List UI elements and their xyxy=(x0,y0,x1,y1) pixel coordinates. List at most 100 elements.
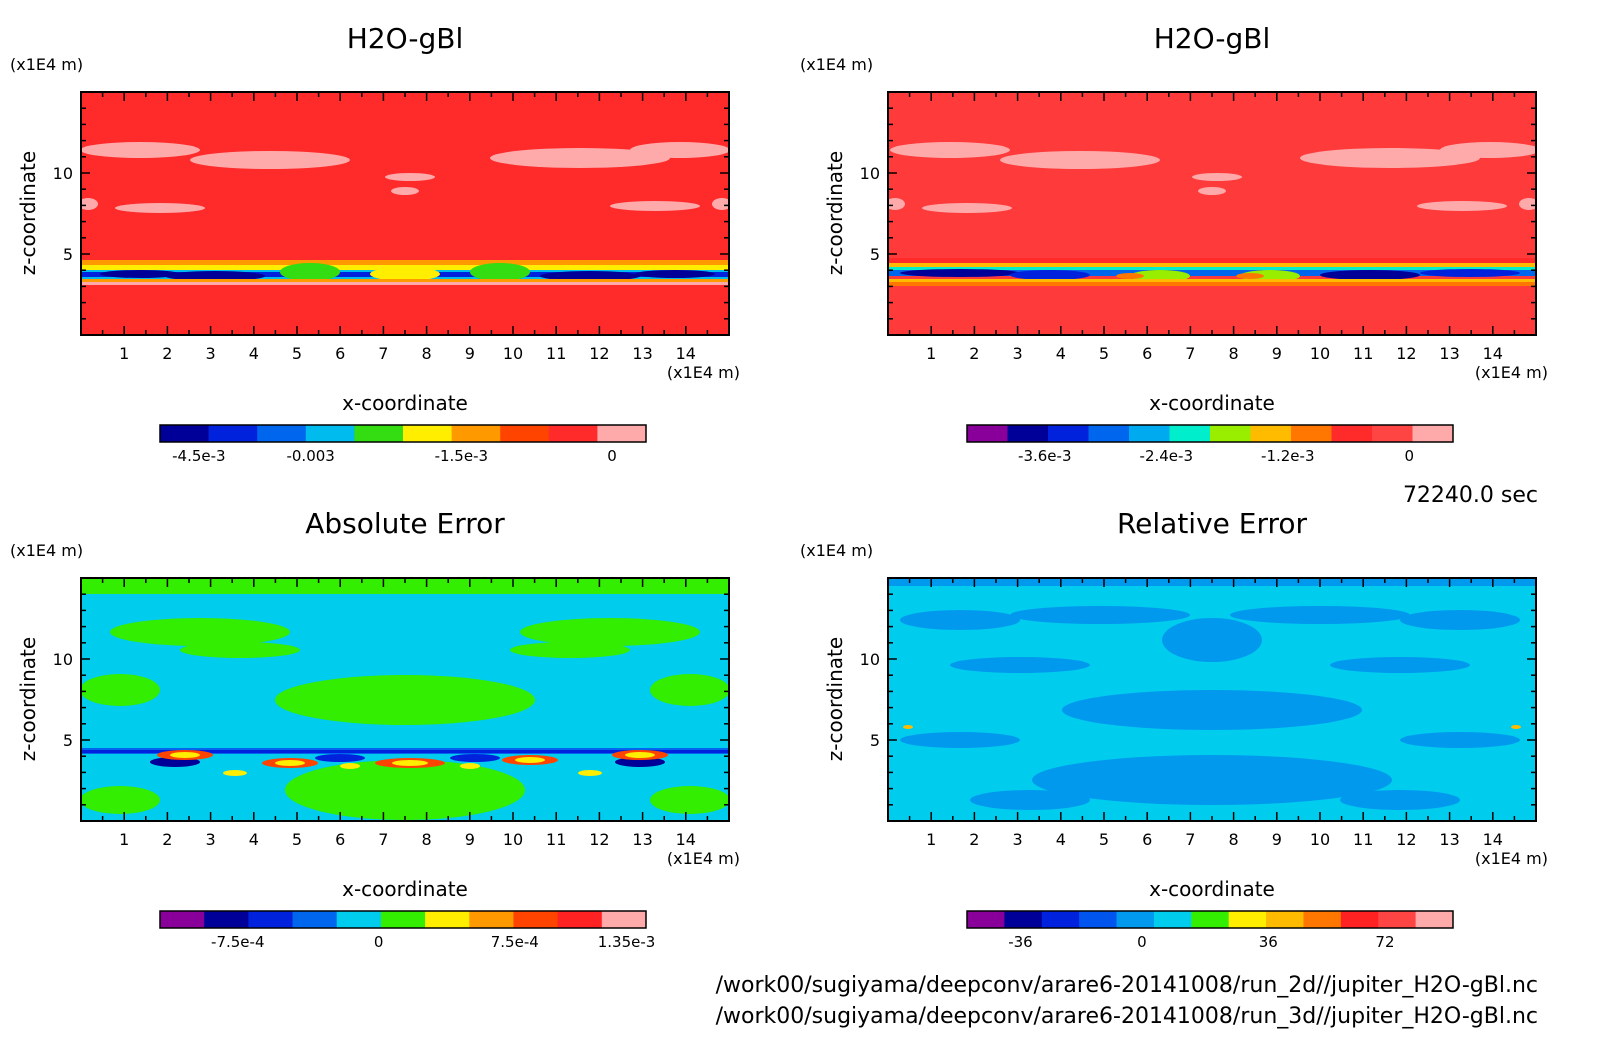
panel-bottom-right: Relative Error (x1E4 m) 1 2 3 4 5 6 7 8 9 10 11 12 1… xyxy=(800,507,1548,951)
x-tick-label: 13 xyxy=(632,830,652,849)
x-tick-label: 1 xyxy=(119,344,129,363)
x-tick-label: 14 xyxy=(1483,344,1503,363)
y-axis-label: z-coordinate xyxy=(16,151,40,275)
x-tick-label: 3 xyxy=(1013,344,1023,363)
x-tick-label: 4 xyxy=(1056,344,1066,363)
x-tick-label: 5 xyxy=(1099,830,1109,849)
x-tick-label: 4 xyxy=(249,344,259,363)
x-tick-label: 10 xyxy=(503,830,523,849)
x-tick-label: 11 xyxy=(1353,344,1373,363)
x-tick-label: 10 xyxy=(1310,830,1330,849)
panel-title: Relative Error xyxy=(1117,507,1308,540)
colorbar-swatch xyxy=(1088,425,1130,442)
colorbar-swatch xyxy=(380,911,426,928)
colorbar-frame xyxy=(966,424,1454,443)
colorbar-frame xyxy=(966,910,1454,929)
contour-field xyxy=(888,92,1536,335)
x-tick-label: 2 xyxy=(162,830,172,849)
colorbar: -3.6e-3 -2.4e-3 -1.2e-3 0 xyxy=(966,424,1454,465)
colorbar-swatch xyxy=(500,425,550,442)
x-tick-label: 10 xyxy=(1310,344,1330,363)
x-tick-label: 14 xyxy=(676,344,696,363)
x-axis-label: x-coordinate xyxy=(1149,391,1275,415)
x-tick-label: 7 xyxy=(1185,830,1195,849)
colorbar-swatch xyxy=(248,911,294,928)
file-path-2d: /work00/sugiyama/deepconv/arare6-2014100… xyxy=(716,973,1538,998)
colorbar-tick-label: 72 xyxy=(1375,933,1394,951)
x-tick-label: 5 xyxy=(1099,344,1109,363)
colorbar-tick-label: -2.4e-3 xyxy=(1140,447,1193,465)
colorbar-tick-label: -0.003 xyxy=(286,447,334,465)
x-tick-label: 12 xyxy=(1396,830,1416,849)
x-unit-label: (x1E4 m) xyxy=(667,849,740,868)
colorbar-tick-label: -7.5e-4 xyxy=(211,933,264,951)
x-tick-label: 6 xyxy=(335,344,345,363)
colorbar-swatch xyxy=(1116,911,1155,928)
colorbar-tick-label: 0 xyxy=(374,933,384,951)
colorbar-swatch xyxy=(601,911,647,928)
x-tick-label: 9 xyxy=(465,830,475,849)
y-tick-label: 5 xyxy=(63,731,73,750)
x-tick-label: 11 xyxy=(546,830,566,849)
x-tick-label: 14 xyxy=(676,830,696,849)
colorbar-tick-label: -3.6e-3 xyxy=(1018,447,1071,465)
colorbar-swatch xyxy=(1303,911,1342,928)
x-tick-label: 2 xyxy=(969,830,979,849)
y-tick-label: 5 xyxy=(870,731,880,750)
colorbar-swatch xyxy=(1169,425,1211,442)
colorbar-tick-label: 1.35e-3 xyxy=(598,933,656,951)
x-tick-label: 9 xyxy=(1272,344,1282,363)
x-tick-label: 1 xyxy=(926,344,936,363)
colorbar-tick-label: 0 xyxy=(1404,447,1414,465)
x-unit-label: (x1E4 m) xyxy=(1475,363,1548,382)
y-tick-label: 10 xyxy=(53,650,73,669)
colorbar-swatch xyxy=(1372,425,1413,442)
colorbar-swatch xyxy=(1041,911,1080,928)
panel-bottom-left: Absolute Error (x1E4 m) xyxy=(10,507,740,951)
x-tick-label: 12 xyxy=(589,830,609,849)
colorbar-swatch xyxy=(451,425,501,442)
x-tick-label: 10 xyxy=(503,344,523,363)
x-axis-label: x-coordinate xyxy=(342,877,468,901)
colorbar-swatch xyxy=(1191,911,1230,928)
colorbar-swatch xyxy=(1007,425,1049,442)
x-tick-label: 2 xyxy=(969,344,979,363)
x-tick-label: 6 xyxy=(1142,830,1152,849)
x-tick-label: 12 xyxy=(589,344,609,363)
colorbar-swatch xyxy=(1228,911,1267,928)
panel-title: Absolute Error xyxy=(305,507,505,540)
y-axis-label: z-coordinate xyxy=(823,151,847,275)
x-tick-label: 3 xyxy=(206,830,216,849)
colorbar-tick-label: -1.2e-3 xyxy=(1261,447,1314,465)
x-tick-label: 11 xyxy=(1353,830,1373,849)
colorbar-swatch xyxy=(1331,425,1373,442)
colorbar-swatch xyxy=(1129,425,1170,442)
colorbar-swatch xyxy=(160,425,210,442)
x-tick-label: 13 xyxy=(632,344,652,363)
colorbar-tick-label: 0 xyxy=(1137,933,1147,951)
colorbar-swatch xyxy=(403,425,453,442)
colorbar-swatch xyxy=(354,425,404,442)
x-tick-label: 14 xyxy=(1483,830,1503,849)
colorbar-tick-label: -4.5e-3 xyxy=(172,447,225,465)
x-unit-label: (x1E4 m) xyxy=(667,363,740,382)
colorbar-swatch xyxy=(1153,911,1192,928)
x-tick-label: 9 xyxy=(1272,830,1282,849)
contour-field xyxy=(81,92,729,335)
x-tick-label: 6 xyxy=(1142,344,1152,363)
x-tick-label: 4 xyxy=(249,830,259,849)
colorbar-swatch xyxy=(204,911,249,928)
colorbar-swatch xyxy=(305,425,355,442)
colorbar-swatch xyxy=(469,911,514,928)
y-axis-label: z-coordinate xyxy=(16,637,40,761)
x-tick-label: 5 xyxy=(292,344,302,363)
colorbar-swatch xyxy=(1210,425,1251,442)
colorbar-swatch xyxy=(1250,425,1292,442)
colorbar-swatch xyxy=(1340,911,1379,928)
x-tick-label: 3 xyxy=(206,344,216,363)
y-tick-label: 5 xyxy=(63,245,73,264)
panel-top-left: H2O-gBl (x1E4 m) xyxy=(10,22,740,465)
colorbar-tick-label: 7.5e-4 xyxy=(491,933,539,951)
